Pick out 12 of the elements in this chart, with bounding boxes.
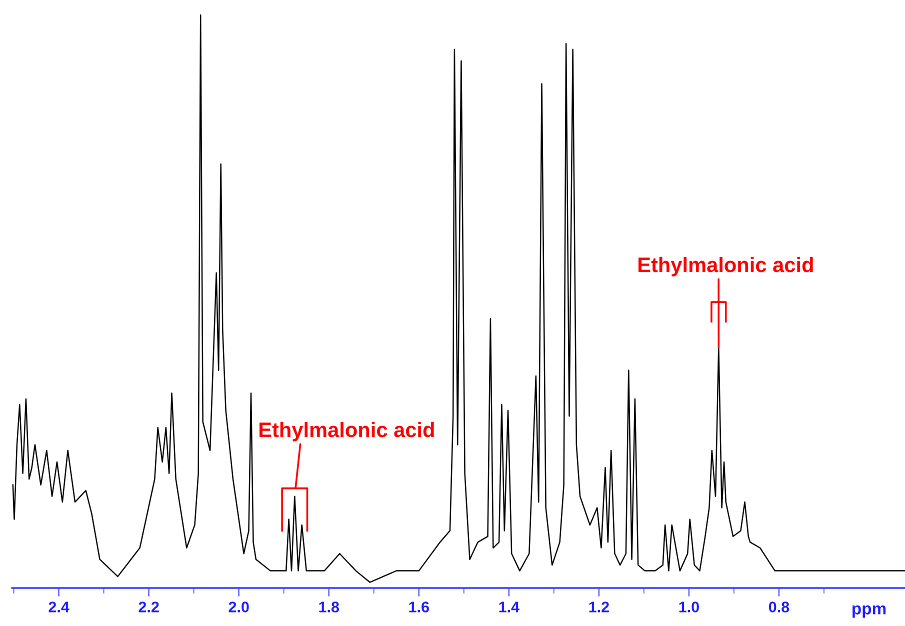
annotation: Ethylmalonic acid — [259, 422, 434, 442]
x-tick-label: 2.2 — [138, 602, 159, 612]
x-tick-label: 1.0 — [679, 602, 699, 612]
annotation: Ethylmalonic acid — [638, 256, 813, 276]
x-tick-label: 2.0 — [228, 602, 249, 612]
x-axis-title: ppm — [852, 605, 886, 618]
x-tick-label: 0.8 — [768, 602, 790, 612]
x-tick-label: 1.2 — [589, 602, 609, 612]
x-tick-label: 1.6 — [409, 602, 429, 612]
x-tick-label: 1.4 — [499, 602, 520, 612]
x-tick-label: 2.4 — [48, 602, 70, 612]
x-tick-label: 1.8 — [319, 602, 340, 612]
